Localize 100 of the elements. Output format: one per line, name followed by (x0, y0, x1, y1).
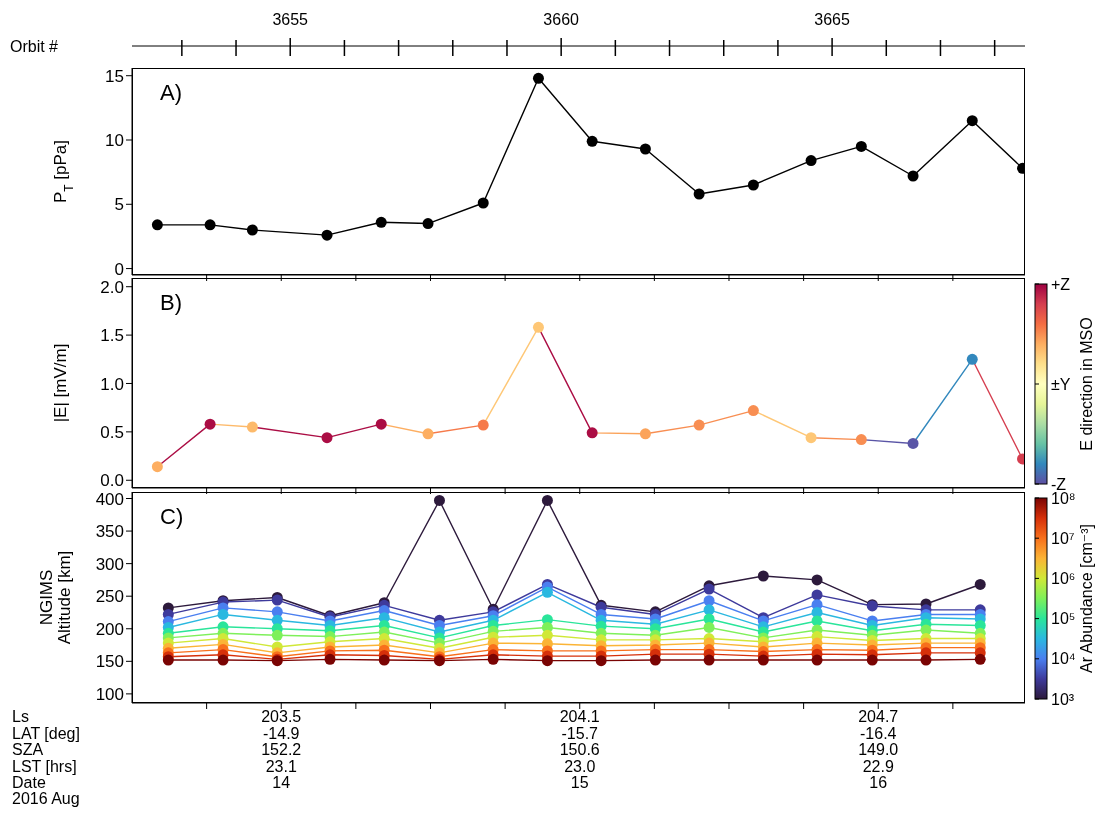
y-tick-label: 150 (95, 652, 124, 672)
point (586, 427, 598, 439)
point (422, 428, 434, 440)
point (321, 432, 333, 444)
point (805, 432, 817, 444)
text: 10³ (1051, 690, 1075, 708)
x-axis-title: Ls LAT [deg] SZA LST [hrs] Date 2016 Aug (12, 708, 80, 808)
point (321, 229, 333, 241)
x2-tick-label: 3655 (272, 11, 309, 28)
x-tick-label: 203.5 (261, 708, 302, 726)
point (378, 654, 390, 666)
point (693, 419, 705, 431)
point (966, 353, 978, 365)
color-bar-label: ±Y (1051, 375, 1071, 393)
point (974, 653, 986, 665)
point (477, 197, 489, 209)
point (422, 218, 434, 230)
y-tick-label: 400 (95, 489, 124, 509)
y-axis-title: |E| [mV/m] (51, 343, 70, 423)
point (532, 321, 544, 333)
point (811, 574, 823, 586)
text: 10⁶ (1051, 570, 1076, 587)
text: 22.9 (862, 757, 894, 775)
point (805, 155, 817, 167)
text: 14 (272, 774, 291, 791)
point (541, 494, 553, 506)
text: 150.6 (559, 741, 600, 759)
point (151, 219, 163, 231)
annotation: B) (160, 290, 182, 315)
y-tick-label: 0.5 (100, 422, 124, 442)
y-tick-label: 350 (95, 522, 124, 542)
y-tick-label: 2.0 (100, 277, 124, 297)
x2-tick-label: 3665 (814, 11, 850, 28)
point (920, 654, 932, 666)
point (246, 224, 258, 236)
point (532, 72, 544, 84)
point (477, 419, 489, 431)
text: 23.0 (564, 757, 596, 775)
point (757, 654, 769, 666)
point (703, 621, 715, 633)
point (747, 179, 759, 191)
point (974, 578, 986, 590)
color-bar-label: +Z (1051, 275, 1071, 293)
point (757, 570, 769, 582)
annotation: A) (160, 80, 182, 105)
text: 10⁵ (1051, 610, 1076, 628)
text: -14.9 (263, 724, 300, 742)
point (324, 653, 336, 665)
y-tick-label: 0.0 (100, 471, 124, 491)
annotation: C) (160, 504, 184, 529)
y-tick-label: 0 (114, 259, 124, 279)
y-tick-label: 10 (105, 131, 124, 151)
y-tick-label: 100 (95, 684, 124, 704)
y-axis-title: NGIMS Altitude [km] (37, 550, 74, 645)
text: 23.1 (265, 757, 297, 775)
point (639, 428, 651, 440)
text: 15 (570, 774, 589, 791)
point (541, 586, 553, 598)
point (747, 405, 759, 417)
point (811, 654, 823, 666)
y-tick-label: 250 (95, 587, 124, 607)
y-tick-label: 1.0 (100, 374, 124, 394)
point (907, 170, 919, 182)
x-tick-label: 204.1 (559, 708, 600, 726)
x-tick-label: 204.7 (858, 708, 899, 726)
point (433, 494, 445, 506)
point (649, 654, 661, 666)
point (375, 216, 387, 228)
point (703, 654, 715, 666)
point (855, 434, 867, 446)
y-tick-label: 5 (114, 195, 124, 215)
point (693, 188, 705, 200)
point (204, 219, 216, 231)
point (151, 461, 163, 473)
text: 10⁴ (1051, 650, 1076, 668)
x2-axis-title: Orbit # (10, 38, 59, 55)
y-tick-label: 200 (95, 619, 124, 639)
point (866, 654, 878, 666)
point (595, 655, 607, 667)
text: -15.7 (561, 724, 599, 742)
point (811, 589, 823, 601)
x2-tick-label: 3660 (543, 11, 580, 28)
text: 152.2 (261, 741, 302, 759)
point (246, 421, 258, 433)
y-tick-label: 300 (95, 554, 124, 574)
point (375, 418, 387, 430)
point (204, 418, 216, 430)
text: 10⁷ (1051, 529, 1075, 547)
point (586, 135, 598, 147)
point (907, 437, 919, 449)
point (855, 140, 867, 152)
point (217, 608, 229, 620)
color-bar-title: Ar Abundance [cm⁻³] (1078, 524, 1095, 673)
y-tick-label: 1.5 (100, 326, 124, 346)
y-tick-label: 15 (105, 66, 124, 86)
text: 16 (869, 774, 888, 791)
text: -16.4 (860, 724, 897, 742)
point (487, 653, 499, 665)
color-bar-title: E direction in MSO (1078, 317, 1095, 451)
point (271, 629, 283, 641)
